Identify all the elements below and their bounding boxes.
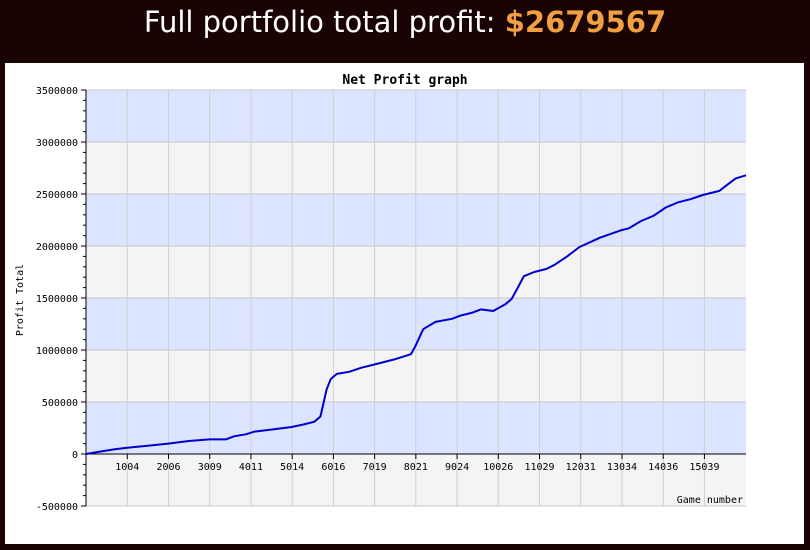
net-profit-chart: Net Profit graph Profit Total Game numbe… (15, 73, 747, 513)
chart-title: Net Profit graph (342, 73, 467, 88)
header-label: Full portfolio total profit: (143, 5, 496, 39)
x-tick-label: 1004 (115, 462, 139, 473)
y-tick-label: 3000000 (36, 138, 78, 149)
series-line-0 (85, 174, 747, 455)
x-axis-label: Game number (677, 495, 743, 506)
x-tick-label: 3009 (198, 462, 222, 473)
chart-panel: Net Profit graph Profit Total Game numbe… (5, 63, 804, 544)
x-tick-label: 13034 (607, 462, 637, 473)
y-tick-label: 2000000 (36, 242, 78, 253)
x-tick-label: 8021 (404, 462, 428, 473)
x-tick-label: 9024 (445, 462, 469, 473)
y-tick-label: 1500000 (36, 294, 78, 305)
x-tick-label: 15039 (689, 462, 719, 473)
x-tick-label: 10026 (483, 462, 513, 473)
x-tick-label: 2006 (156, 462, 180, 473)
y-tick-label: 500000 (42, 398, 78, 409)
x-tick-label: 12031 (566, 462, 596, 473)
y-tick-label: 3500000 (36, 86, 78, 97)
y-tick-label: 2500000 (36, 190, 78, 201)
portfolio-profit-header: Full portfolio total profit: $2679567 (0, 0, 810, 44)
y-tick-label: 0 (72, 450, 78, 461)
x-tick-label: 5014 (280, 462, 304, 473)
x-tick-label: 4011 (239, 462, 263, 473)
y-tick-label: -500000 (36, 502, 78, 513)
total-profit-amount: $2679567 (504, 5, 667, 39)
y-tick-label: 1000000 (36, 346, 78, 357)
x-tick-label: 14036 (648, 462, 678, 473)
x-tick-label: 6016 (321, 462, 345, 473)
y-axis-label: Profit Total (15, 264, 26, 336)
x-tick-label: 7019 (363, 462, 387, 473)
x-tick-label: 11029 (524, 462, 554, 473)
